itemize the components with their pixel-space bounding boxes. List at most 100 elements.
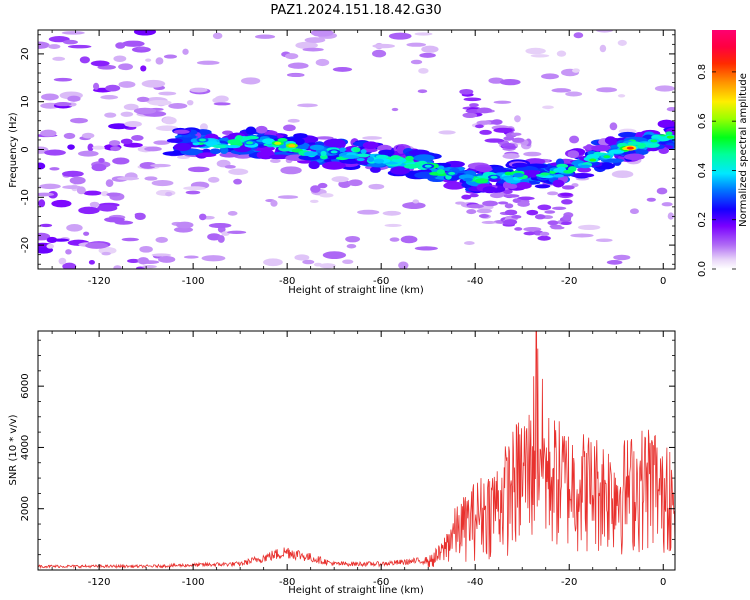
noise-blob bbox=[134, 212, 146, 221]
streak-blob bbox=[493, 127, 513, 133]
noise-blob bbox=[83, 190, 102, 196]
noise-blob bbox=[187, 166, 210, 173]
noise-blob bbox=[412, 199, 419, 204]
noise-blob bbox=[52, 238, 70, 242]
noise-blob bbox=[49, 167, 60, 171]
ridge-blob bbox=[390, 166, 410, 175]
noise-blob bbox=[556, 50, 567, 57]
streak-blob bbox=[547, 220, 559, 225]
noise-blob bbox=[97, 204, 118, 212]
ridge-core-blob bbox=[512, 172, 524, 178]
ridge-blob bbox=[198, 152, 217, 157]
streak-blob bbox=[481, 220, 497, 224]
noise-blob bbox=[41, 93, 59, 101]
streak-blob bbox=[466, 209, 477, 215]
noise-blob bbox=[38, 41, 50, 49]
noise-blob bbox=[212, 32, 223, 40]
y-tick-label: -20 bbox=[20, 237, 31, 253]
noise-blob bbox=[137, 257, 150, 265]
noise-blob bbox=[131, 134, 144, 141]
ridge-blob bbox=[552, 179, 565, 188]
ridge-blob bbox=[567, 150, 580, 159]
ridge-blob bbox=[269, 154, 291, 160]
noise-blob bbox=[79, 56, 90, 64]
noise-blob bbox=[609, 122, 618, 131]
streak-blob bbox=[512, 198, 521, 203]
noise-blob bbox=[228, 168, 249, 175]
noise-blob bbox=[269, 158, 281, 164]
noise-blob bbox=[44, 149, 66, 156]
hotspot-blob bbox=[424, 164, 432, 168]
streak-blob bbox=[511, 132, 522, 136]
noise-blob bbox=[304, 37, 326, 44]
noise-blob bbox=[110, 146, 121, 152]
streak-blob bbox=[514, 227, 523, 231]
noise-blob bbox=[310, 199, 319, 204]
streak-blob bbox=[459, 88, 474, 95]
noise-blob bbox=[163, 54, 178, 59]
noise-blob bbox=[227, 211, 238, 216]
ridge-core-blob bbox=[339, 147, 347, 152]
noise-blob bbox=[322, 251, 347, 260]
streak-blob bbox=[561, 185, 575, 190]
streak-blob bbox=[469, 193, 479, 198]
noise-blob bbox=[155, 125, 179, 131]
ridge-blob bbox=[293, 133, 308, 139]
noise-blob bbox=[391, 107, 399, 112]
noise-blob bbox=[357, 209, 380, 215]
streak-blob bbox=[476, 120, 492, 125]
noise-blob bbox=[63, 39, 78, 45]
noise-blob bbox=[414, 32, 433, 36]
streak-blob bbox=[523, 231, 536, 236]
noise-blob bbox=[136, 96, 150, 102]
noise-blob bbox=[122, 40, 145, 47]
noise-blob bbox=[346, 244, 357, 249]
streak-blob bbox=[463, 97, 482, 102]
x-tick-label: -80 bbox=[279, 276, 295, 287]
x-tick-label: -20 bbox=[561, 577, 577, 588]
noise-blob bbox=[629, 208, 639, 215]
noise-blob bbox=[410, 59, 423, 65]
ridge-blob bbox=[323, 138, 346, 148]
colorbar-ticks: 0.0 0.2 0.4 0.6 0.8 bbox=[697, 64, 736, 277]
noise-blob bbox=[214, 95, 229, 103]
noise-blob bbox=[85, 242, 109, 249]
noise-blob bbox=[201, 255, 226, 262]
noise-blob bbox=[38, 199, 46, 208]
hotspot-blob bbox=[274, 141, 282, 145]
y-tick-label: 20 bbox=[20, 48, 31, 61]
noise-blob bbox=[287, 62, 309, 69]
noise-blob bbox=[310, 30, 334, 37]
streak-blob bbox=[504, 203, 514, 209]
noise-blob bbox=[263, 258, 283, 267]
noise-blob bbox=[372, 49, 387, 58]
noise-blob bbox=[101, 251, 111, 256]
noise-blob bbox=[372, 43, 396, 49]
noise-blob bbox=[106, 192, 121, 197]
noise-blob bbox=[148, 99, 172, 106]
noise-blob bbox=[104, 112, 117, 118]
noise-blob bbox=[280, 166, 302, 175]
noise-blob bbox=[573, 32, 584, 39]
noise-blob bbox=[577, 224, 601, 230]
ridge-core-blob bbox=[309, 144, 325, 151]
colorbar-tick-label: 0.6 bbox=[697, 113, 708, 129]
snr-frame bbox=[37, 330, 676, 571]
noise-blob bbox=[66, 223, 83, 232]
noise-blob bbox=[213, 102, 231, 106]
streak-blob bbox=[539, 231, 550, 237]
noise-blob bbox=[151, 179, 174, 187]
hotspot-blob bbox=[666, 135, 674, 139]
streak-blob bbox=[469, 103, 479, 108]
x-tick-label: -60 bbox=[373, 577, 389, 588]
ridge-core-blob bbox=[553, 174, 564, 178]
noise-blob bbox=[418, 67, 429, 74]
noise-blob bbox=[155, 57, 164, 65]
noise-blob bbox=[108, 140, 121, 146]
ridge-core-blob bbox=[192, 142, 200, 146]
ridge-core-blob bbox=[665, 131, 673, 136]
ridge-core-blob bbox=[390, 155, 401, 160]
noise-blob bbox=[87, 143, 94, 152]
noise-blob bbox=[113, 55, 127, 62]
noise-blob bbox=[38, 192, 55, 197]
